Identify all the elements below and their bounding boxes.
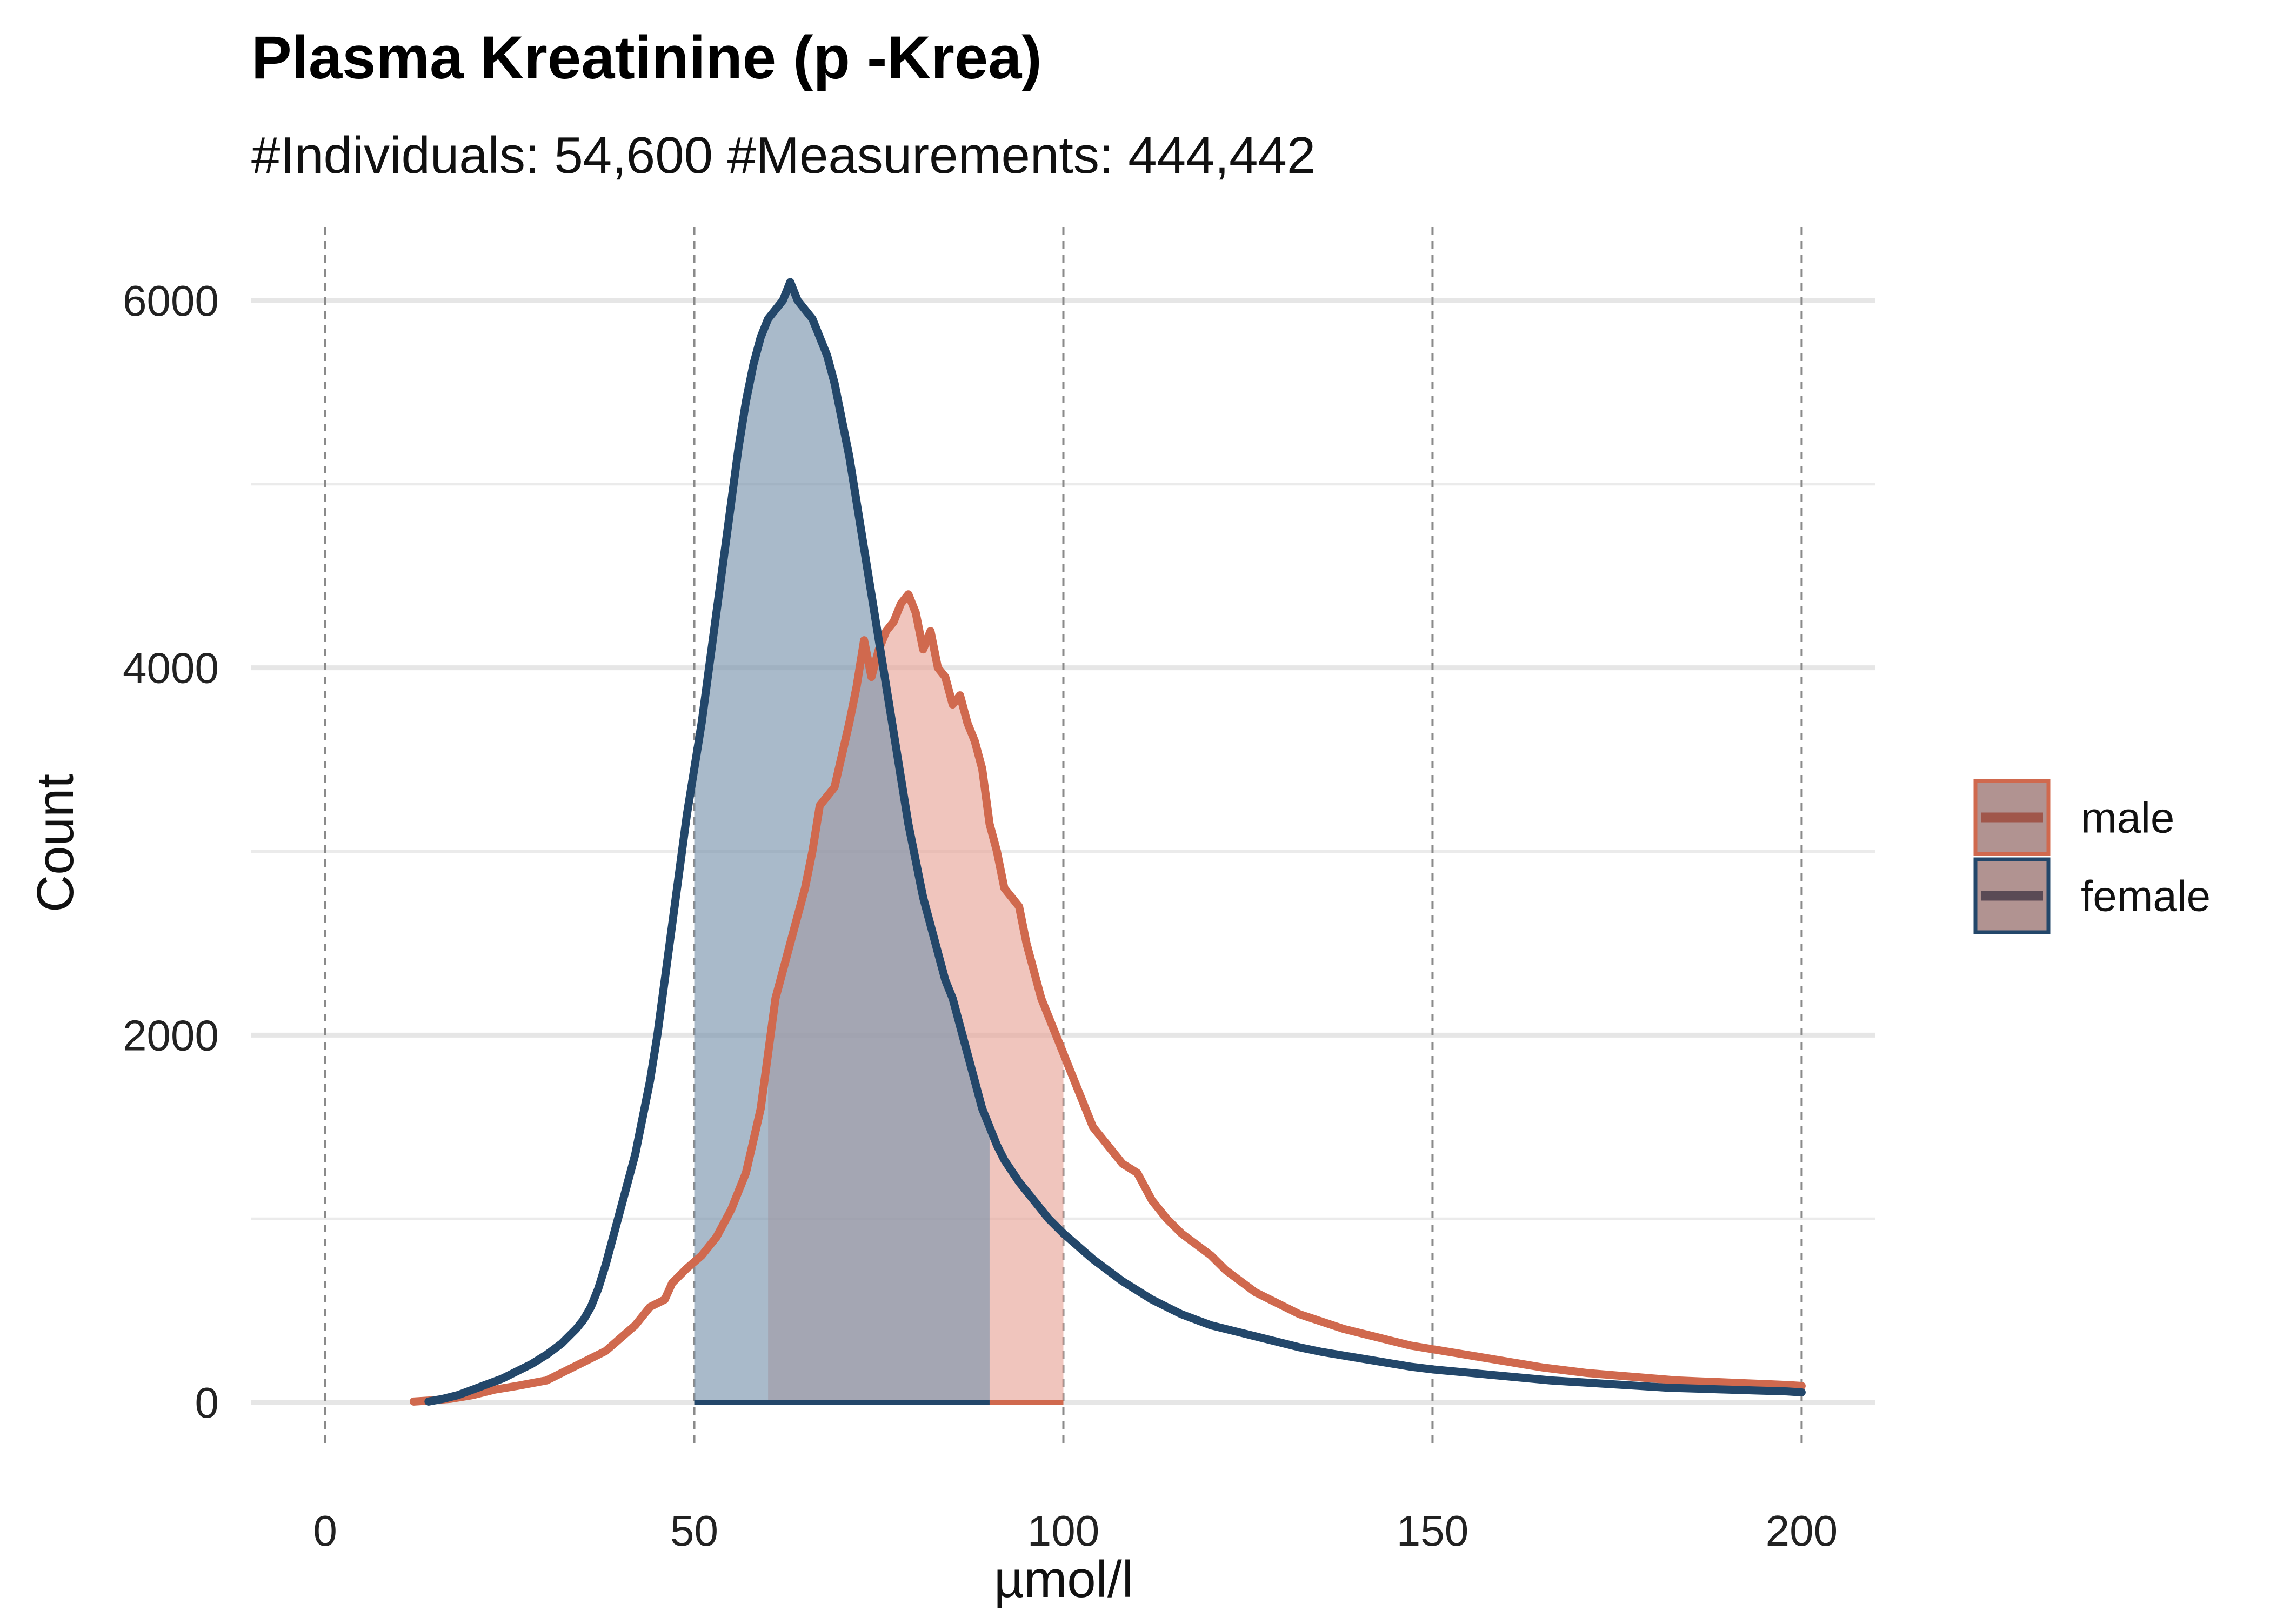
x-tick-label: 100 bbox=[1027, 1507, 1099, 1555]
x-tick-label: 0 bbox=[313, 1507, 337, 1555]
grid-layer bbox=[251, 227, 1875, 1448]
line-layer bbox=[410, 278, 1806, 1406]
y-tick-label: 2000 bbox=[123, 1011, 219, 1059]
area-layer bbox=[694, 282, 1064, 1405]
legend-label-male: male bbox=[2081, 794, 2174, 842]
series-line-male bbox=[410, 590, 1806, 1406]
legend-label-female: female bbox=[2081, 872, 2211, 920]
legend: male female bbox=[1973, 779, 2211, 934]
x-tick-label: 50 bbox=[670, 1507, 718, 1555]
area-female bbox=[694, 282, 990, 1403]
y-tick-label: 4000 bbox=[123, 644, 219, 692]
x-tick-label: 200 bbox=[1766, 1507, 1838, 1555]
chart-subtitle: #Individuals: 54,600 #Measurements: 444,… bbox=[251, 126, 1316, 184]
y-tick-label: 6000 bbox=[123, 277, 219, 325]
y-tick-label: 0 bbox=[195, 1379, 219, 1427]
axis-layer: 0 2000 4000 6000 0 50 100 150 200 bbox=[123, 277, 1838, 1555]
x-axis-label: µmol/l bbox=[994, 1551, 1133, 1608]
y-axis-label: Count bbox=[26, 774, 84, 912]
chart-title: Plasma Kreatinine (p -Krea) bbox=[251, 24, 1042, 91]
series-line-female bbox=[424, 278, 1806, 1406]
x-tick-label: 150 bbox=[1397, 1507, 1468, 1555]
